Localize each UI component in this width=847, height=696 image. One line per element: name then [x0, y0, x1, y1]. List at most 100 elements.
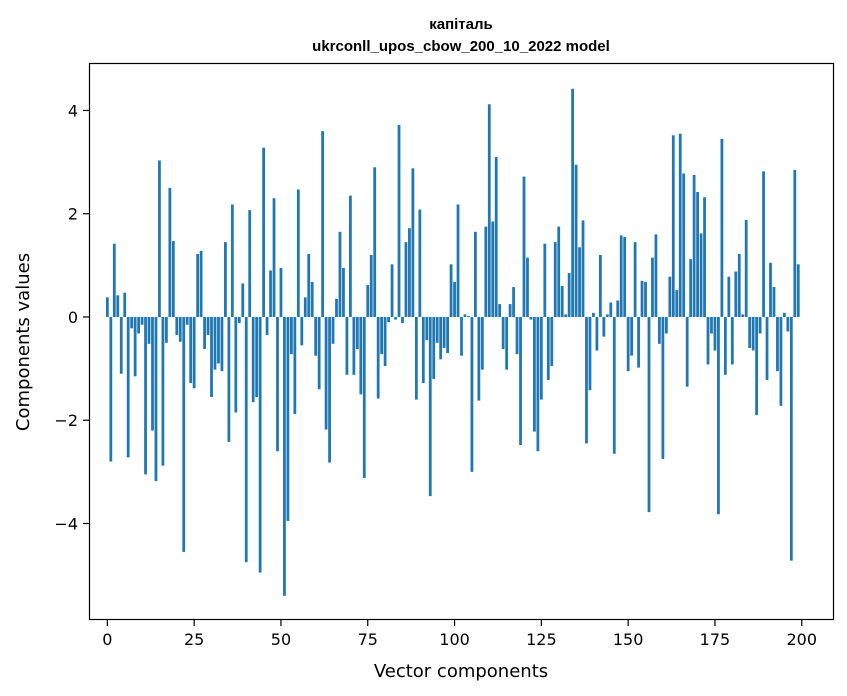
bar-173 — [706, 316, 710, 365]
x-tick-label: 25 — [184, 630, 204, 649]
bar-185 — [748, 316, 752, 348]
bar-70 — [349, 195, 352, 317]
bar-155 — [644, 281, 647, 317]
bar-2 — [112, 243, 116, 317]
bar-100 — [453, 281, 456, 317]
bar-177 — [720, 138, 724, 317]
bar-105 — [470, 316, 474, 472]
bar-198 — [793, 169, 797, 317]
bar-97 — [442, 316, 446, 348]
bar-20 — [175, 316, 179, 336]
bar-74 — [362, 316, 366, 479]
bar-32 — [217, 316, 220, 364]
bar-35 — [227, 316, 231, 442]
bar-109 — [484, 226, 488, 317]
bar-48 — [272, 198, 276, 317]
bar-16 — [161, 316, 165, 466]
bar-102 — [460, 316, 463, 356]
bar-73 — [359, 316, 363, 395]
bar-176 — [717, 316, 720, 515]
bar-117 — [512, 287, 515, 317]
bar-91 — [421, 316, 425, 384]
chart-title: капіталь — [429, 16, 493, 33]
bar-28 — [203, 316, 206, 349]
bar-61 — [317, 316, 321, 390]
bar-148 — [619, 235, 623, 317]
bar-120 — [522, 176, 526, 317]
bar-113 — [498, 304, 502, 317]
bar-30 — [210, 316, 213, 397]
bar-6 — [126, 316, 130, 458]
bar-27 — [199, 250, 203, 317]
bar-195 — [783, 312, 786, 317]
bar-134 — [571, 88, 574, 317]
bar-54 — [293, 316, 297, 415]
bar-107 — [477, 316, 481, 401]
bar-147 — [616, 300, 620, 317]
bar-118 — [515, 316, 519, 355]
bar-181 — [734, 271, 738, 317]
bar-143 — [602, 316, 606, 337]
bar-34 — [224, 242, 227, 317]
bar-114 — [501, 316, 505, 349]
bar-86 — [404, 242, 408, 317]
x-tick-label: 200 — [786, 630, 817, 649]
bar-43 — [255, 316, 259, 397]
bar-175 — [713, 316, 717, 351]
bar-189 — [762, 171, 765, 317]
bar-47 — [269, 270, 272, 317]
bar-108 — [480, 316, 484, 370]
bar-56 — [300, 316, 304, 346]
bar-183 — [741, 314, 745, 317]
bar-152 — [633, 242, 637, 317]
bar-128 — [550, 316, 554, 367]
bar-44 — [258, 316, 262, 573]
bar-184 — [744, 219, 748, 317]
bar-169 — [692, 175, 696, 317]
bar-190 — [765, 316, 769, 380]
bar-81 — [387, 316, 390, 323]
bar-76 — [369, 255, 373, 317]
bar-10 — [140, 316, 144, 325]
bar-37 — [234, 316, 238, 413]
bar-160 — [661, 316, 665, 459]
bar-136 — [578, 247, 581, 317]
bar-95 — [435, 316, 439, 343]
bar-90 — [418, 209, 422, 317]
x-tick-label: 125 — [526, 630, 557, 649]
bar-98 — [446, 316, 449, 354]
bar-88 — [411, 168, 415, 317]
bar-187 — [755, 316, 759, 416]
bar-12 — [147, 316, 151, 344]
bar-38 — [237, 316, 241, 324]
bar-196 — [786, 316, 790, 332]
bar-193 — [776, 316, 779, 372]
bar-129 — [553, 242, 557, 317]
bar-165 — [678, 133, 682, 317]
bar-87 — [408, 228, 411, 317]
bar-192 — [772, 287, 776, 317]
bar-5 — [123, 292, 127, 317]
bar-162 — [668, 276, 672, 317]
bar-178 — [723, 316, 727, 375]
bar-46 — [265, 316, 269, 336]
bar-58 — [307, 253, 311, 317]
x-axis-ticks: 0 25 50 75 100 125 150 175 200 — [102, 619, 817, 649]
bar-4 — [119, 316, 123, 374]
bar-164 — [675, 290, 679, 317]
bar-49 — [276, 316, 279, 452]
bar-0 — [105, 297, 109, 317]
x-tick-label: 0 — [102, 630, 112, 649]
bar-21 — [178, 316, 182, 342]
bar-64 — [328, 316, 331, 463]
bar-135 — [574, 164, 578, 317]
bar-149 — [623, 236, 627, 317]
bar-55 — [296, 189, 300, 317]
bar-112 — [494, 156, 498, 317]
bar-139 — [588, 316, 592, 391]
bar-110 — [487, 104, 491, 317]
bar-3 — [116, 295, 120, 317]
bar-22 — [182, 316, 186, 552]
bar-53 — [289, 316, 293, 355]
bar-150 — [626, 316, 630, 372]
